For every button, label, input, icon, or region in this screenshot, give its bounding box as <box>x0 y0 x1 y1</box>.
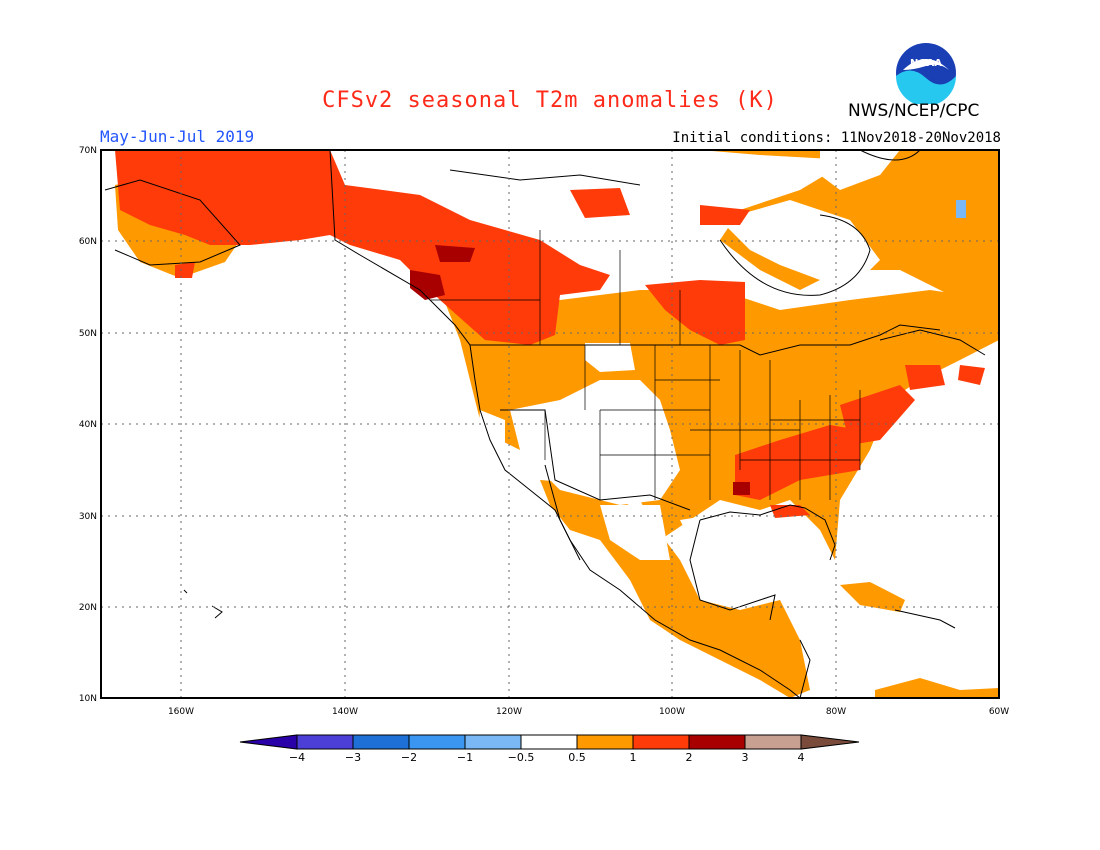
map-title: CFSv2 seasonal T2m anomalies (K) <box>322 88 778 113</box>
colorbar-label: −4 <box>289 751 305 764</box>
colorbar-swatch <box>352 734 410 750</box>
colorbar-swatch <box>744 734 802 750</box>
colorbar-label: 0.5 <box>568 751 586 764</box>
lat-label: 10N <box>79 694 97 704</box>
colorbar-arrow-low <box>239 734 298 750</box>
lon-label: 80W <box>826 707 846 717</box>
anomaly-region-negative <box>956 200 966 218</box>
agency-label: NWS/NCEP/CPC <box>848 101 980 121</box>
political-borders <box>430 230 861 500</box>
longitude-labels: 160W 140W 120W 100W 80W 60W <box>168 707 1009 717</box>
colorbar-swatch <box>632 734 690 750</box>
noaa-logo: NOAA <box>895 42 957 106</box>
anomaly-region-2-3 <box>410 245 750 495</box>
lat-label: 60N <box>79 237 97 247</box>
colorbar-label: 4 <box>798 751 805 764</box>
colorbar-label: −2 <box>401 751 417 764</box>
graticule <box>101 150 999 698</box>
lon-label: 160W <box>168 707 194 717</box>
colorbar-label: −3 <box>345 751 361 764</box>
colorbar-label: 3 <box>742 751 749 764</box>
colorbar-label: −0.5 <box>508 751 535 764</box>
colorbar-arrow-high <box>800 734 860 750</box>
colorbar-label: 2 <box>686 751 693 764</box>
colorbar-label: 1 <box>630 751 637 764</box>
lon-label: 100W <box>659 707 685 717</box>
colorbar-swatch <box>464 734 522 750</box>
season-label: May-Jun-Jul 2019 <box>100 127 255 146</box>
colorbar-swatch <box>520 734 578 750</box>
noaa-logo-text: NOAA <box>910 58 942 69</box>
colorbar-swatch <box>576 734 634 750</box>
lat-label: 20N <box>79 603 97 613</box>
colorbar: −4 −3 −2 −1 −0.5 0.5 1 2 3 4 <box>239 734 860 764</box>
colorbar-label: −1 <box>457 751 473 764</box>
lat-label: 70N <box>79 146 97 156</box>
initial-conditions-label: Initial conditions: 11Nov2018-20Nov2018 <box>672 130 1001 146</box>
lon-label: 60W <box>989 707 1009 717</box>
anomaly-region-1-2 <box>115 150 985 518</box>
near-normal-regions <box>478 150 900 560</box>
map-frame <box>100 149 1000 699</box>
colorbar-swatch <box>408 734 466 750</box>
lat-label: 30N <box>79 512 97 522</box>
colorbar-swatch <box>688 734 746 750</box>
latitude-labels: 70N 60N 50N 40N 30N 20N 10N <box>79 146 97 704</box>
lon-label: 140W <box>332 707 358 717</box>
coastlines <box>104 150 986 698</box>
lat-label: 50N <box>79 329 97 339</box>
lon-label: 120W <box>496 707 522 717</box>
colorbar-swatch <box>296 734 354 750</box>
lat-label: 40N <box>79 420 97 430</box>
anomaly-field <box>101 150 999 698</box>
